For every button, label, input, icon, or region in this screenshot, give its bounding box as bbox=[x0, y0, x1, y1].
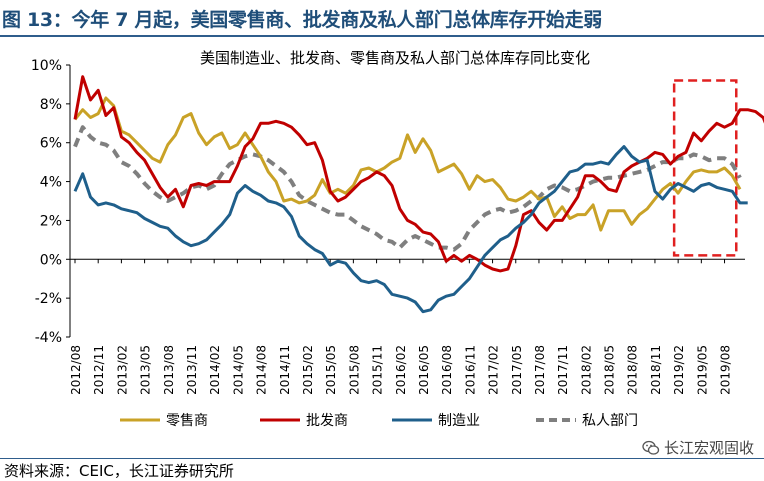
x-tick-label: 2013/08 bbox=[162, 345, 176, 395]
inventory-line-chart: 美国制造业、批发商、零售商及私人部门总体库存同比变化 -4% -2% 0% 2% 4% 6… bbox=[31, 49, 764, 429]
legend-label-3: 私人部门 bbox=[582, 413, 638, 429]
chart-legend: 零售商 批发商 制造业 私人部门 bbox=[120, 413, 638, 429]
x-tick-label: 2017/11 bbox=[556, 345, 570, 395]
x-tick-label: 2018/05 bbox=[603, 345, 617, 395]
x-tick-label: 2015/08 bbox=[347, 345, 361, 395]
series-line-3 bbox=[73, 125, 742, 252]
series-line-2 bbox=[73, 145, 748, 314]
legend-label-2: 制造业 bbox=[438, 413, 480, 429]
x-tick-label: 2019/08 bbox=[719, 345, 733, 395]
x-tick-label: 2016/08 bbox=[440, 345, 454, 395]
x-tick-label: 2017/05 bbox=[510, 345, 524, 395]
x-tick-label: 2018/11 bbox=[649, 345, 663, 395]
x-tick-label: 2013/05 bbox=[139, 345, 153, 395]
figure-title: 图 13：今年 7 月起，美国零售商、批发商及私人部门总体库存开始走弱 bbox=[2, 9, 603, 31]
legend-label-1: 批发商 bbox=[306, 413, 348, 429]
x-tick-label: 2019/05 bbox=[695, 345, 709, 395]
x-tick-label: 2016/02 bbox=[394, 345, 408, 395]
watermark-text: 长江宏观固收 bbox=[663, 439, 754, 457]
title-bar: 图 13：今年 7 月起，美国零售商、批发商及私人部门总体库存开始走弱 bbox=[0, 0, 764, 37]
source-note: 资料来源：CEIC，长江证券研究所 bbox=[4, 462, 234, 480]
series-line-0 bbox=[73, 96, 742, 232]
y-tick-label: 4% bbox=[40, 175, 62, 191]
y-tick-label: 0% bbox=[40, 252, 62, 268]
x-tick-label: 2014/02 bbox=[208, 345, 222, 395]
x-tick-label: 2012/08 bbox=[69, 345, 83, 395]
chart-title: 美国制造业、批发商、零售商及私人部门总体库存同比变化 bbox=[200, 49, 590, 67]
x-tick-label: 2018/08 bbox=[626, 345, 640, 395]
source-divider bbox=[0, 458, 764, 459]
chart-axes: -4% -2% 0% 2% 4% 6% 8% 10% 2012/08 2012/11 2013/02… bbox=[31, 58, 745, 395]
x-tick-label: 2018/02 bbox=[579, 345, 593, 395]
y-tick-label: -2% bbox=[35, 291, 62, 307]
series-layer bbox=[73, 75, 764, 314]
x-tick-label: 2015/02 bbox=[301, 345, 315, 395]
x-tick-label: 2016/05 bbox=[417, 345, 431, 395]
x-tick-label: 2012/11 bbox=[92, 345, 106, 395]
y-tick-label: 2% bbox=[40, 213, 62, 229]
y-tick-label: 8% bbox=[40, 97, 62, 113]
x-tick-label: 2017/02 bbox=[487, 345, 501, 395]
x-tick-label: 2015/05 bbox=[324, 345, 338, 395]
x-tick-label: 2016/11 bbox=[463, 345, 477, 395]
highlight-box bbox=[672, 79, 738, 257]
series-line-1 bbox=[73, 75, 764, 273]
x-tick-label: 2014/05 bbox=[231, 345, 245, 395]
y-tick-label: 6% bbox=[40, 136, 62, 152]
x-tick-label: 2013/11 bbox=[185, 345, 199, 395]
annotation-layer bbox=[672, 79, 738, 257]
y-tick-label: -4% bbox=[35, 330, 62, 346]
x-tick-label: 2015/11 bbox=[371, 345, 385, 395]
x-tick-label: 2019/02 bbox=[672, 345, 686, 395]
x-tick-label: 2017/08 bbox=[533, 345, 547, 395]
watermark: 长江宏观固收 bbox=[642, 437, 754, 458]
x-tick-label: 2013/02 bbox=[115, 345, 129, 395]
y-tick-label: 10% bbox=[31, 58, 62, 74]
x-tick-label: 2014/11 bbox=[278, 345, 292, 395]
legend-label-0: 零售商 bbox=[166, 413, 208, 429]
wechat-icon bbox=[642, 440, 660, 455]
x-tick-label: 2014/08 bbox=[255, 345, 269, 395]
